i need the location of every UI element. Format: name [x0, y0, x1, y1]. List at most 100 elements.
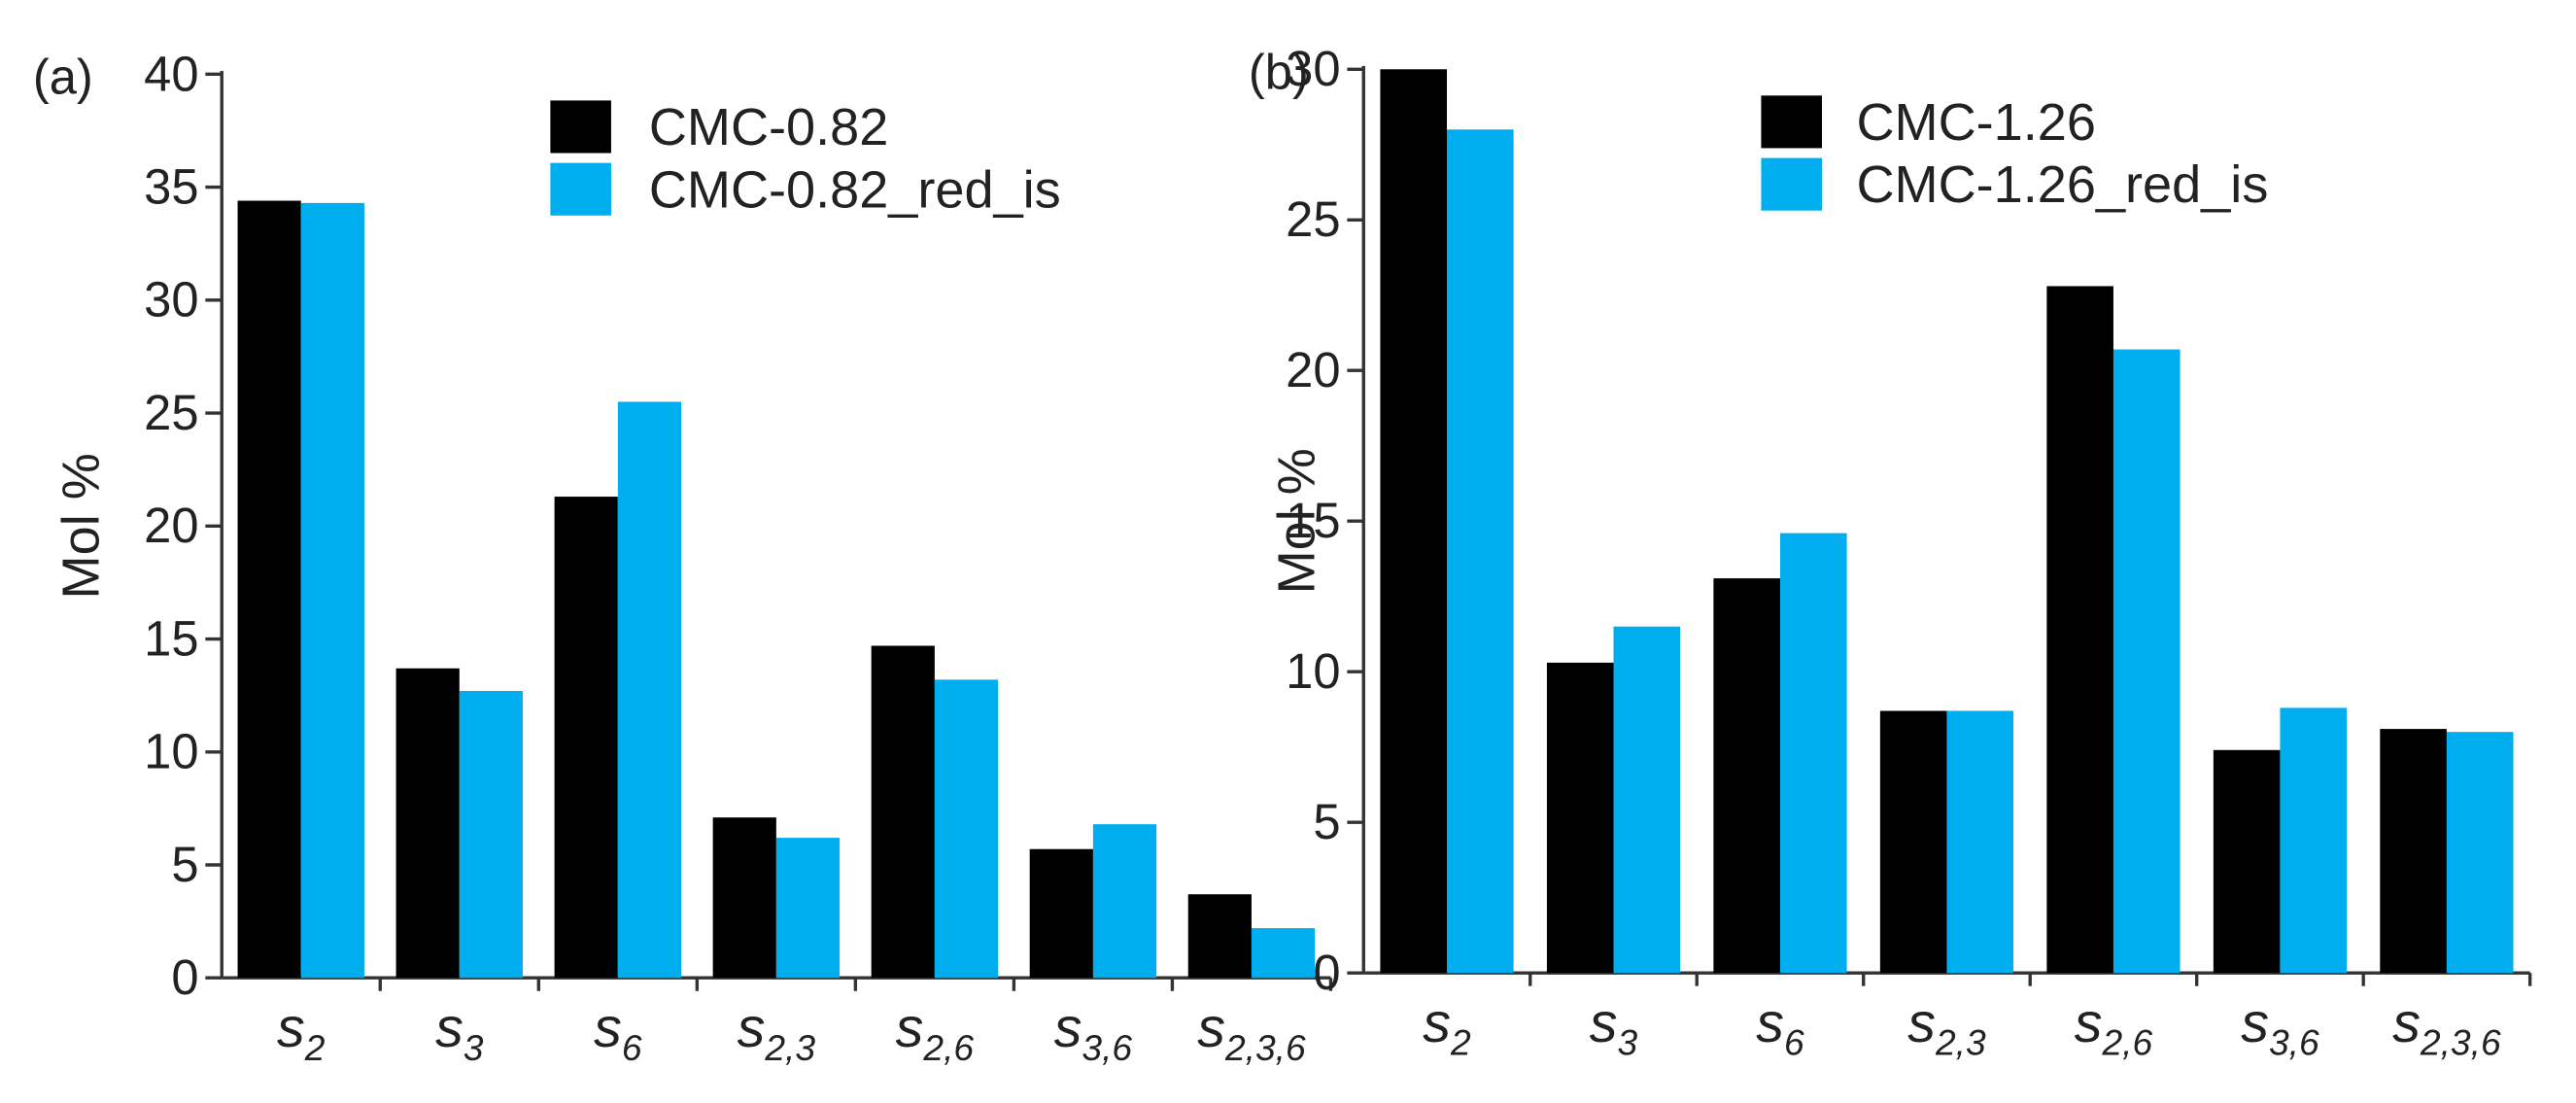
x-tick-label: s3,6: [2241, 992, 2319, 1063]
bar: [554, 497, 618, 979]
bar: [712, 817, 776, 979]
panel-label: (a): [33, 50, 93, 105]
y-tick-label: 5: [171, 837, 198, 892]
category-base: s: [2075, 992, 2103, 1054]
bar: [775, 838, 841, 979]
y-tick-label: 25: [144, 385, 198, 440]
bar: [617, 401, 682, 979]
legend-label: CMC-1.26: [1856, 93, 2096, 152]
category-subscript: 2,3,6: [1224, 1027, 1306, 1068]
category-subscript: 2,6: [2101, 1022, 2152, 1063]
bar: [2380, 729, 2447, 974]
legend-label: CMC-0.82: [649, 98, 889, 156]
y-tick-label: 25: [1286, 191, 1340, 247]
category-subscript: 3: [464, 1027, 484, 1068]
category-base: s: [1423, 992, 1451, 1054]
x-tick-label: s2,3: [738, 997, 816, 1068]
y-tick-label: 35: [144, 158, 198, 214]
panel-label: (b): [1249, 45, 1309, 100]
y-tick-label: 5: [1313, 794, 1340, 849]
y-tick-label: 15: [1286, 493, 1340, 548]
y-tick-label: 10: [144, 724, 198, 779]
y-tick-label: 30: [144, 272, 198, 327]
category-base: s: [1756, 992, 1784, 1054]
y-tick-label: 15: [144, 610, 198, 666]
category-base: s: [435, 997, 464, 1059]
legend-swatch: [1761, 95, 1822, 149]
x-tick-label: s2,3,6: [2392, 992, 2501, 1063]
category-subscript: 2: [304, 1027, 326, 1068]
bar: [2213, 749, 2281, 974]
legend-swatch: [550, 162, 611, 216]
bar: [237, 200, 301, 979]
bar: [1613, 626, 1681, 974]
bar: [2112, 349, 2181, 974]
bar: [2046, 286, 2113, 974]
category-base: s: [594, 997, 622, 1059]
category-subscript: 3,6: [2269, 1022, 2319, 1063]
legend-swatch: [550, 100, 611, 154]
bar: [871, 645, 935, 979]
category-base: s: [2392, 992, 2421, 1054]
category-base: s: [277, 997, 305, 1059]
bar: [459, 690, 524, 979]
bar: [1779, 533, 1847, 974]
y-axis-label: Mol %: [1268, 448, 1326, 594]
bar: [1029, 848, 1093, 979]
bar: [934, 679, 999, 979]
x-tick-label: s2,6: [896, 997, 975, 1068]
x-tick-label: s2,3: [1907, 992, 1986, 1063]
bar: [1187, 894, 1252, 979]
y-tick-label: 0: [171, 949, 198, 1005]
x-tick-label: s3,6: [1054, 997, 1133, 1068]
x-tick-label: s3: [435, 997, 484, 1068]
bar: [1092, 824, 1157, 979]
y-tick-label: 20: [1286, 342, 1340, 397]
category-base: s: [738, 997, 766, 1059]
y-axis-label: Mol %: [52, 453, 110, 599]
category-subscript: 2,6: [922, 1027, 974, 1068]
y-tick-label: 0: [1313, 945, 1340, 1000]
bar: [2280, 707, 2348, 974]
bar: [1713, 578, 1780, 974]
category-subscript: 2,3: [1935, 1022, 1986, 1063]
x-tick-label: s2,3,6: [1197, 997, 1306, 1068]
x-tick-label: s3: [1590, 992, 1638, 1063]
legend-label: CMC-1.26_red_is: [1856, 155, 2268, 214]
legend-swatch: [1761, 157, 1822, 211]
x-tick-label: s2: [1423, 992, 1471, 1063]
y-tick-label: 20: [144, 498, 198, 553]
bar: [2446, 732, 2514, 974]
bar: [1447, 129, 1514, 974]
legend-label: CMC-0.82_red_is: [649, 160, 1061, 219]
category-base: s: [2241, 992, 2269, 1054]
category-subscript: 3,6: [1082, 1027, 1132, 1068]
category-base: s: [1197, 997, 1225, 1059]
category-subscript: 2: [1450, 1022, 1471, 1063]
category-base: s: [896, 997, 924, 1059]
x-tick-label: s2: [277, 997, 326, 1068]
category-subscript: 3: [1618, 1022, 1638, 1063]
bar: [1879, 710, 1947, 974]
category-base: s: [1054, 997, 1082, 1059]
category-subscript: 2,3,6: [2420, 1022, 2501, 1063]
x-tick-label: s2,6: [2075, 992, 2153, 1063]
category-base: s: [1590, 992, 1618, 1054]
category-subscript: 6: [1784, 1022, 1804, 1063]
bar: [1380, 69, 1448, 974]
y-tick-label: 40: [144, 46, 198, 101]
category-subscript: 2,3: [764, 1027, 815, 1068]
y-tick-label: 30: [1286, 41, 1340, 96]
category-subscript: 6: [622, 1027, 642, 1068]
bar: [300, 202, 364, 979]
bar: [1251, 928, 1316, 979]
bar: [1546, 662, 1614, 974]
bar: [1946, 710, 2014, 974]
x-tick-label: s6: [1756, 992, 1804, 1063]
bar: [395, 668, 460, 979]
x-tick-label: s6: [594, 997, 642, 1068]
category-base: s: [1907, 992, 1936, 1054]
y-tick-label: 10: [1286, 643, 1340, 699]
